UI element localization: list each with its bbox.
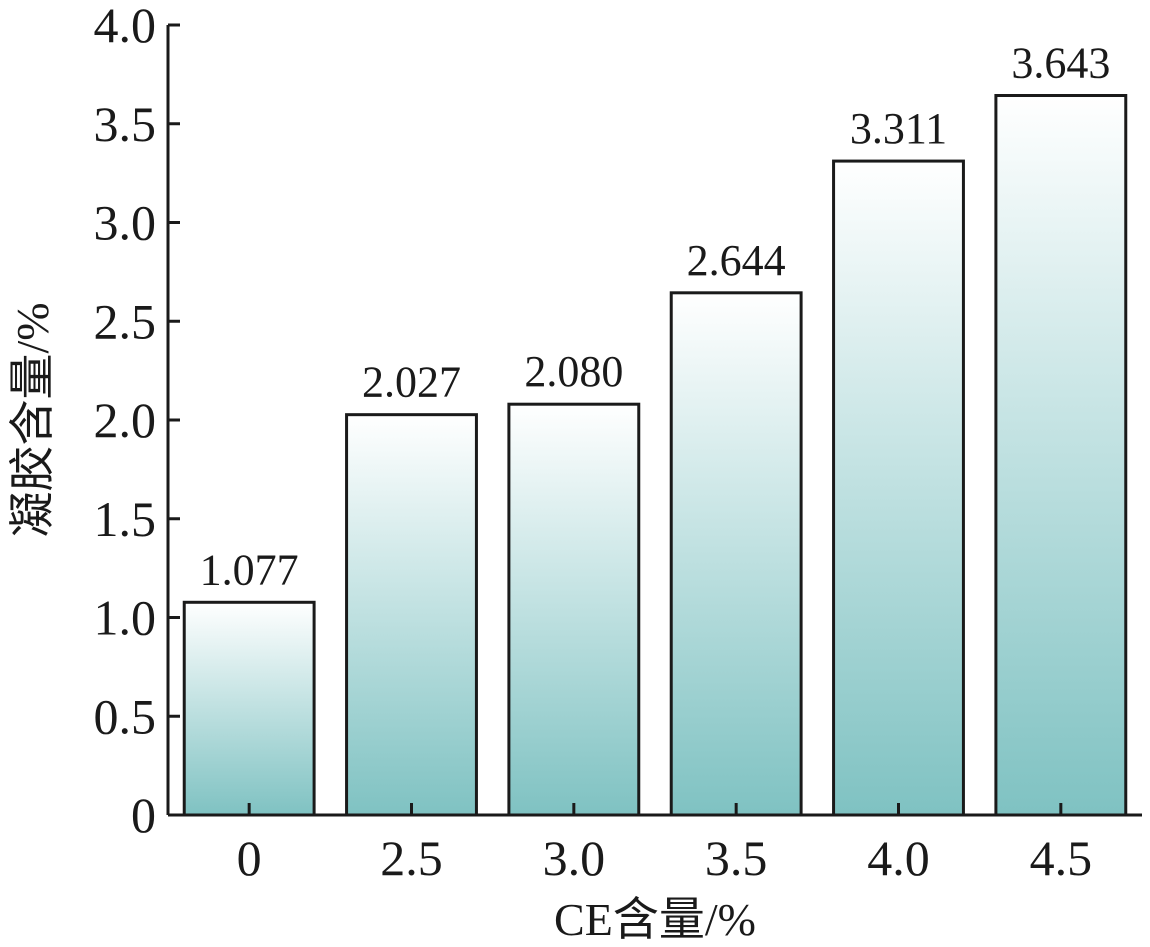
y-tick-label: 1.0 bbox=[94, 590, 157, 646]
bar-0 bbox=[182, 600, 316, 817]
value-label-3.5: 2.644 bbox=[687, 236, 786, 285]
value-label-4.0: 3.311 bbox=[850, 104, 947, 153]
x-tick-label: 2.5 bbox=[380, 830, 443, 886]
value-label-4.5: 3.643 bbox=[1011, 39, 1110, 88]
y-tick-label: 2.0 bbox=[94, 392, 157, 448]
y-tick-label: 3.0 bbox=[94, 195, 157, 251]
x-tick-label: 4.5 bbox=[1030, 830, 1093, 886]
y-tick-label: 0.5 bbox=[94, 688, 157, 744]
x-tick-label: 3.0 bbox=[543, 830, 606, 886]
bar-3.5 bbox=[669, 291, 803, 817]
bars-layer bbox=[182, 94, 1128, 817]
value-label-2.5: 2.027 bbox=[362, 358, 461, 407]
x-axis-title: CE含量/% bbox=[554, 894, 756, 945]
y-axis-title: 凝胶含量/% bbox=[7, 302, 58, 537]
axes-layer: 0 0.5 1.0 1.5 2.0 2.5 3.0 3.5 4.0 0 2.5 3.0 3.5 4.0 4.… bbox=[94, 0, 1142, 886]
x-tick-label: 4.0 bbox=[867, 830, 930, 886]
bar-3.0 bbox=[507, 402, 641, 817]
y-tick-label: 4.0 bbox=[94, 0, 157, 53]
bar-2.5 bbox=[345, 413, 478, 817]
y-tick-label: 2.5 bbox=[94, 293, 157, 349]
y-tick-label: 3.5 bbox=[94, 96, 157, 152]
y-tick-label: 0 bbox=[131, 787, 156, 843]
bar-4.0 bbox=[832, 159, 965, 817]
labels-layer: 1.077 2.027 2.080 2.644 3.311 3.643 bbox=[200, 39, 1111, 595]
value-label-0: 1.077 bbox=[200, 545, 299, 594]
value-label-3.0: 2.080 bbox=[524, 347, 623, 396]
y-tick-label: 1.5 bbox=[94, 491, 157, 547]
x-tick-label: 0 bbox=[237, 830, 262, 886]
bar-4.5 bbox=[994, 94, 1128, 817]
x-tick-label: 3.5 bbox=[705, 830, 768, 886]
